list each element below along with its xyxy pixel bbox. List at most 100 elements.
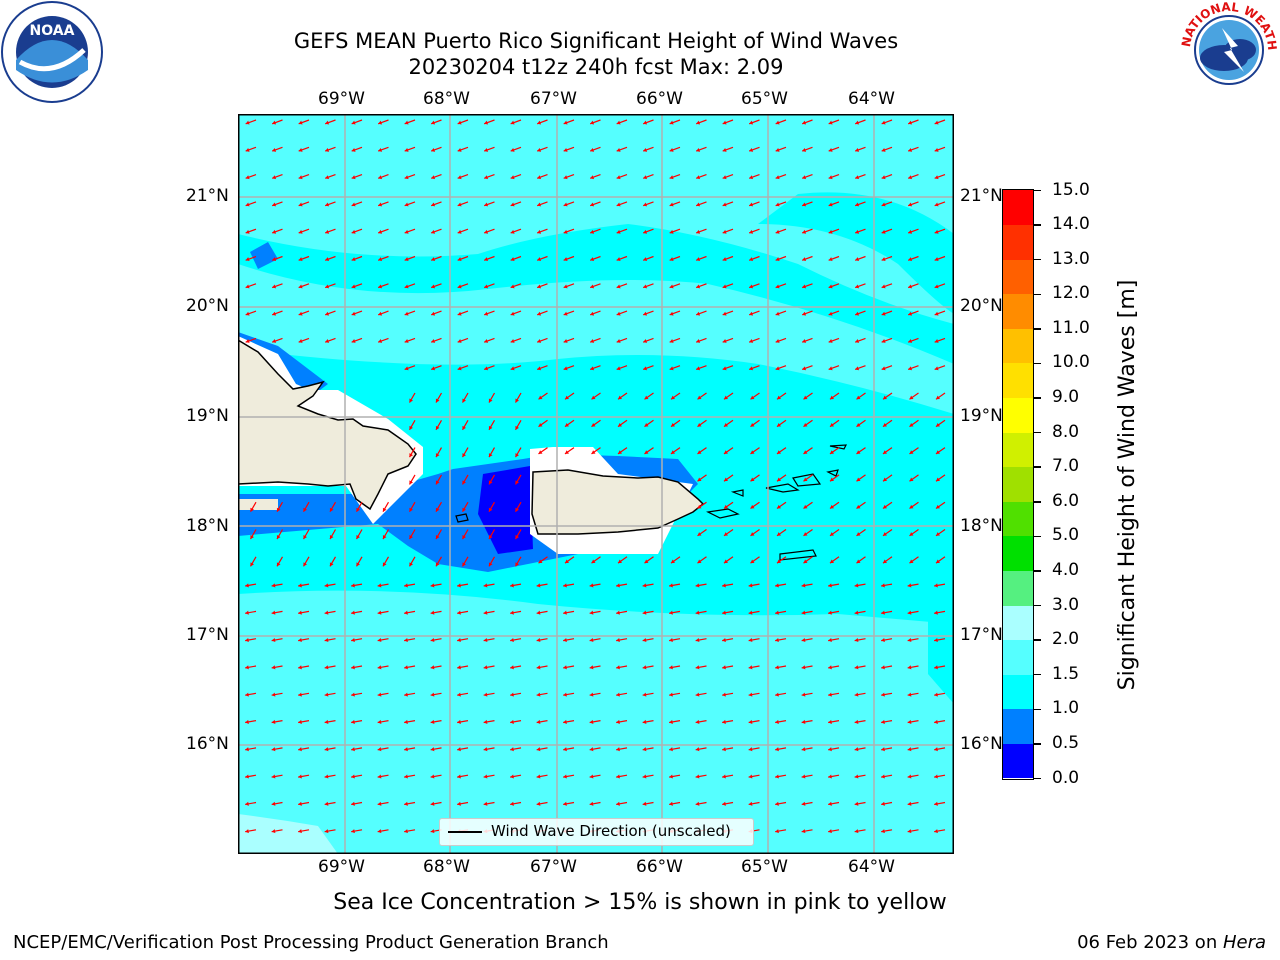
wind-arrow-head [510, 747, 514, 752]
lon-label-bottom-68: 68°W [423, 857, 470, 877]
wind-arrow-head [356, 507, 360, 512]
shallow-patch-northwest [250, 242, 278, 269]
wind-arrow-head [590, 120, 595, 125]
wind-arrow-head [802, 120, 807, 125]
wind-arrow-head [457, 175, 462, 180]
wind-arrow-head [882, 422, 887, 427]
colorbar-tick-label: 0.5 [1052, 732, 1080, 753]
lon-label-bottom-67: 67°W [530, 857, 577, 877]
wind-arrow-head [590, 147, 595, 152]
colorbar-tick [1034, 604, 1041, 607]
wind-arrow-head [617, 422, 622, 427]
vieques-island [706, 508, 740, 519]
wind-arrow-head [483, 719, 488, 724]
wind-arrow-head [669, 147, 674, 152]
wind-arrow-head [882, 395, 887, 400]
wind-arrow-head [325, 339, 330, 343]
wind-arrow-head [563, 147, 568, 152]
wind-arrow-head [828, 665, 832, 670]
wind-arrow-head [829, 532, 834, 536]
wind-arrow-head [536, 637, 541, 643]
wind-arrow-head [537, 284, 542, 289]
wind-arrow-head [298, 147, 303, 152]
wind-arrow-head [801, 637, 806, 643]
wind-arrow-head [325, 147, 330, 152]
wind-arrow-head [643, 366, 648, 371]
wind-arrow-head [881, 339, 886, 343]
wind-arrow-head [669, 692, 673, 697]
wind-arrow-head [378, 147, 383, 152]
wind-arrow-head [324, 719, 329, 724]
wind-arrow-head [351, 637, 355, 643]
wind-arrow-head [749, 202, 754, 207]
wind-arrow-head [298, 583, 302, 588]
wind-arrow-head [435, 453, 440, 458]
wind-arrow-head [563, 692, 567, 697]
wind-arrow-head [303, 507, 307, 512]
wind-arrow-head [378, 229, 383, 234]
wind-arrow-head [669, 175, 674, 180]
wind-arrow-head [881, 583, 885, 588]
footer-date-text: 06 Feb 2023 on [1077, 932, 1223, 953]
wind-arrow-head [696, 147, 701, 152]
lon-label-bottom-66: 66°W [636, 857, 683, 877]
wind-arrow-head [722, 202, 727, 207]
wind-arrow-head [563, 774, 567, 779]
wind-arrow-head [908, 175, 913, 180]
wind-arrow-head [642, 665, 647, 670]
wind-arrow-head [908, 311, 913, 316]
wind-arrow-head [696, 339, 701, 343]
wind-arrow-head [457, 366, 462, 371]
colorbar-tick [1034, 258, 1041, 261]
wind-arrow-head [934, 339, 939, 343]
wind-arrow-head [563, 366, 568, 371]
wind-arrow-head [510, 284, 515, 289]
colorbar-tick-label: 11.0 [1052, 317, 1090, 338]
wind-arrow-head [669, 801, 673, 806]
wind-arrow-head [245, 692, 249, 697]
colorbar-tick-label: 9.0 [1052, 387, 1080, 408]
wind-arrow-head [377, 719, 382, 724]
wind-arrow-head [245, 774, 249, 779]
wind-arrow-head [324, 747, 329, 752]
wind-arrow-head [697, 395, 702, 400]
wind-arrow-head [803, 477, 808, 482]
wind-arrow-head [537, 229, 542, 234]
wind-arrow-head [378, 311, 383, 316]
wind-arrow-head [828, 284, 833, 289]
lon-label-bottom-65: 65°W [741, 857, 788, 877]
wind-arrow-head [298, 175, 303, 180]
wind-arrow-head [378, 175, 383, 180]
wind-arrow-head [589, 747, 594, 752]
wind-arrow-head [431, 175, 436, 180]
wind-arrow-head [537, 339, 542, 343]
wind-arrow-head [351, 120, 356, 125]
wind-arrow-head [510, 583, 514, 588]
wind-arrow-head [377, 774, 382, 779]
wind-arrow-head [457, 637, 461, 643]
wind-arrow-head [250, 535, 254, 540]
wind-arrow-head [775, 583, 779, 588]
wind-arrow-head [325, 120, 330, 125]
colorbar-tick [1034, 293, 1041, 295]
wind-arrow-head [828, 339, 833, 343]
wind-arrow-head [510, 692, 514, 697]
wind-arrow-head [537, 175, 542, 180]
wind-arrow-head [515, 480, 519, 485]
wind-arrow-head [934, 801, 938, 806]
wind-arrow-head [298, 229, 303, 234]
wind-arrow-head [298, 692, 302, 697]
wind-arrow-head [934, 311, 939, 316]
wind-arrow-head [245, 719, 249, 724]
wind-arrow-head [457, 747, 461, 752]
wind-arrow-head [643, 202, 648, 207]
wind-arrow-head [617, 450, 622, 454]
sea-ice-note: Sea Ice Concentration > 15% is shown in … [333, 890, 947, 915]
wind-arrow-head [722, 147, 727, 152]
wind-arrow-head [457, 257, 462, 262]
wind-arrow-head [775, 175, 780, 180]
wind-arrow-head [669, 637, 673, 643]
wind-arrow-head [934, 147, 939, 152]
colorbar-tick-label: 14.0 [1052, 214, 1090, 235]
wind-arrow-head [351, 229, 356, 234]
